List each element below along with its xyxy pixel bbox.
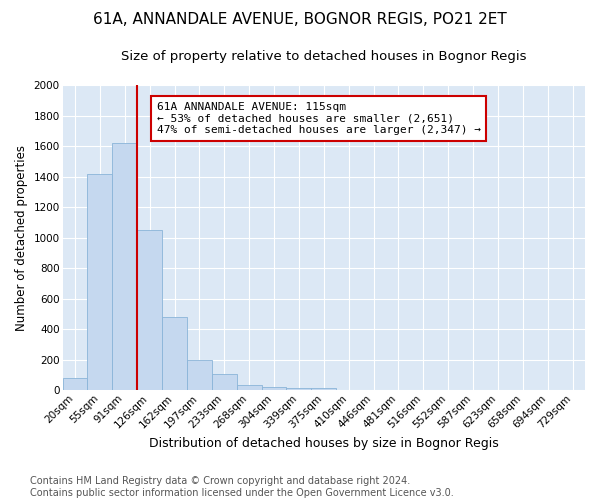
Text: 61A ANNANDALE AVENUE: 115sqm
← 53% of detached houses are smaller (2,651)
47% of: 61A ANNANDALE AVENUE: 115sqm ← 53% of de… [157,102,481,135]
Bar [311,388,336,390]
Bar [262,388,286,390]
Bar [112,143,137,390]
Bar [162,317,187,390]
Title: Size of property relative to detached houses in Bognor Regis: Size of property relative to detached ho… [121,50,527,63]
Bar [187,360,212,390]
Bar [286,388,311,390]
Text: Contains HM Land Registry data © Crown copyright and database right 2024.
Contai: Contains HM Land Registry data © Crown c… [30,476,454,498]
Bar [212,374,237,390]
Bar [88,174,112,390]
Bar [137,230,162,390]
Bar [237,385,262,390]
Y-axis label: Number of detached properties: Number of detached properties [15,144,28,330]
Bar [62,378,88,390]
X-axis label: Distribution of detached houses by size in Bognor Regis: Distribution of detached houses by size … [149,437,499,450]
Text: 61A, ANNANDALE AVENUE, BOGNOR REGIS, PO21 2ET: 61A, ANNANDALE AVENUE, BOGNOR REGIS, PO2… [93,12,507,28]
